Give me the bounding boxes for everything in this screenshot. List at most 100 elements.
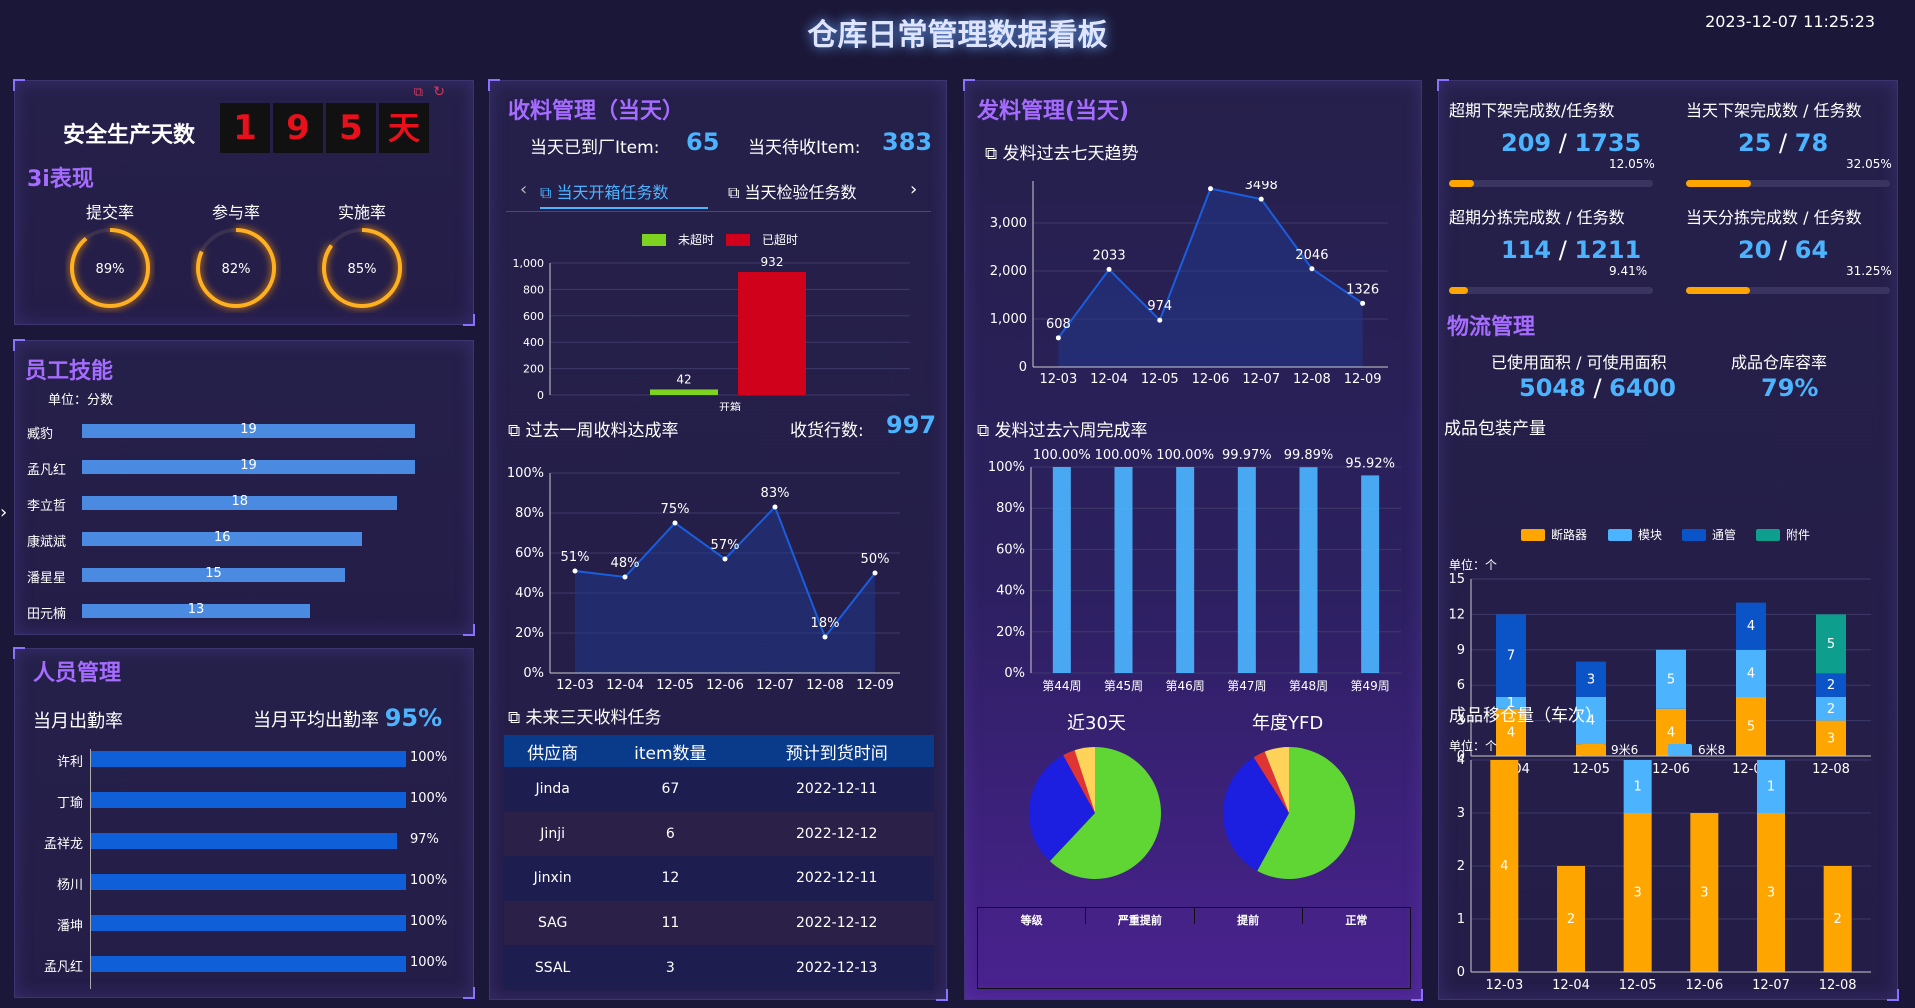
move-title: 成品移仓量（车次） (1449, 706, 1602, 726)
data-label: 4 (1747, 666, 1755, 681)
y-tick-label: 9 (1457, 643, 1465, 658)
safety-digit: 1 (220, 103, 270, 153)
y-tick-label: 3,000 (990, 216, 1027, 231)
staff-value: 100% (410, 914, 448, 929)
pie-slice (1074, 747, 1095, 813)
data-label: 1326 (1346, 282, 1379, 297)
legend-swatch (1756, 529, 1780, 541)
skill-name: 李立哲 (27, 499, 67, 514)
y-tick-label: 60% (996, 542, 1025, 557)
table-cell: 2022-12-12 (796, 915, 878, 932)
chart-icon: ⧉ (977, 421, 995, 441)
week-bar (1361, 475, 1380, 673)
area-sep: / (1593, 374, 1602, 402)
kpi-pct: 31.25% (1846, 264, 1892, 278)
table-header: 供应商 (527, 743, 579, 764)
tab-open-box[interactable]: ⧉ 当天开箱任务数 (540, 179, 708, 209)
skill-value: 16 (214, 530, 231, 545)
week-bar (1114, 467, 1133, 673)
panel-tool-icon[interactable]: ⧉ (413, 85, 423, 100)
table-cell: SAG (537, 915, 568, 932)
skill-value: 15 (205, 566, 222, 581)
y-tick-label: 2,000 (990, 264, 1027, 279)
monthly-label: 当月出勤率 (33, 711, 123, 732)
skill-value: 13 (187, 602, 205, 617)
gauge-arc (196, 228, 276, 308)
stack-segment (1656, 649, 1686, 709)
data-label: 3498 (1245, 181, 1278, 193)
y-tick-label: 0% (1004, 666, 1025, 681)
data-label: 5 (1667, 672, 1675, 687)
y-tick-label: 3 (1457, 714, 1465, 729)
week-rate-title: ⧉ 过去一周收料达成率 (508, 416, 679, 441)
x-tick-label: 第49周 (1351, 679, 1390, 693)
stack-segment (1736, 602, 1766, 650)
level-table: 等级 严重提前 提前 正常 (977, 907, 1411, 989)
shipping-title: 发料管理(当天) (977, 99, 1130, 124)
area-total: 6400 (1609, 374, 1676, 402)
data-label: 100.00% (1033, 448, 1091, 463)
x-tick-label: 12-05 (1572, 762, 1610, 777)
staff-bar (91, 956, 406, 972)
tab-inspect[interactable]: ⧉ 当天检验任务数 (728, 179, 857, 203)
ship-trend-chart: 0 1,000 2,000 3,000 4,000 608 12-03 2033 12-04 97… (990, 181, 1388, 387)
area-fill (575, 507, 875, 673)
refresh-icon[interactable]: ↻ (433, 84, 445, 100)
staff-name: 杨川 (56, 878, 83, 893)
table-cell: 6 (665, 825, 675, 842)
gauge-label: 实施率 (337, 203, 386, 222)
staff-name: 孟祥龙 (43, 837, 83, 852)
skill-name: 康斌斌 (27, 535, 67, 550)
y-tick-label: 0 (1457, 965, 1465, 980)
x-tick-label: 第44周 (1042, 679, 1081, 693)
gauge-label: 参与率 (211, 203, 260, 222)
x-tick-label: 12-03 (556, 678, 594, 693)
staff-value: 100% (410, 791, 448, 806)
area-fill (1058, 188, 1363, 367)
avg-attendance-value: 95% (384, 704, 443, 732)
stack-segment (1496, 697, 1526, 709)
legend-swatch (726, 233, 751, 246)
y-tick-label: 400 (523, 336, 544, 349)
y-tick-label: 1 (1457, 912, 1465, 927)
kpi-value: 20 / 64 (1738, 236, 1829, 264)
staff-name: 潘坤 (56, 919, 83, 934)
data-point (1055, 335, 1061, 341)
kpi-progress-fill (1686, 180, 1752, 187)
legend-swatch (1608, 529, 1632, 541)
table-row: Jinji 6 2022-12-12 (504, 811, 934, 857)
x-tick-label: 第45周 (1104, 679, 1143, 693)
kpi-progress-fill (1449, 287, 1469, 294)
legend-label: 模块 (1638, 528, 1662, 542)
data-label: 7 (1507, 649, 1515, 664)
data-label: 4 (1747, 619, 1755, 634)
data-label: 5 (1747, 720, 1755, 735)
kpi-progress-track (1686, 287, 1890, 294)
kpi-pct: 12.05% (1609, 157, 1655, 171)
avg-attendance-label: 当月平均出勤率 (253, 710, 379, 731)
skill-name: 孟凡红 (27, 463, 67, 478)
open-box-chart: 0 200 400 600 800 1,000 42 932 开箱 (513, 255, 910, 411)
data-label: 100.00% (1156, 448, 1214, 463)
skill-bar (82, 532, 362, 546)
tab-next-arrow[interactable]: › (910, 179, 918, 200)
data-label: 48% (611, 556, 640, 571)
expand-arrow-icon[interactable]: › (0, 502, 8, 523)
table-header: item数量 (634, 743, 707, 764)
legend-swatch (1521, 529, 1545, 541)
logistics-title: 物流管理 (1447, 315, 1536, 340)
x-tick-label: 12-08 (1293, 372, 1331, 387)
skills-title: 员工技能 (25, 359, 114, 384)
staff-title: 人员管理 (33, 661, 122, 686)
x-tick-label: 第47周 (1227, 679, 1266, 693)
kpi-value: 209 / 1735 (1501, 129, 1642, 157)
y-tick-label: 1,000 (513, 257, 545, 270)
level-col: 严重提前 (1086, 908, 1195, 927)
week-bar (1052, 467, 1071, 673)
x-tick-label: 12-05 (656, 678, 694, 693)
rows-value: 997 (886, 411, 937, 439)
tab-prev-arrow[interactable]: ‹ (520, 179, 528, 200)
skill-bar (82, 424, 415, 438)
y-tick-label: 100% (988, 460, 1025, 475)
data-label: 608 (1046, 317, 1071, 332)
